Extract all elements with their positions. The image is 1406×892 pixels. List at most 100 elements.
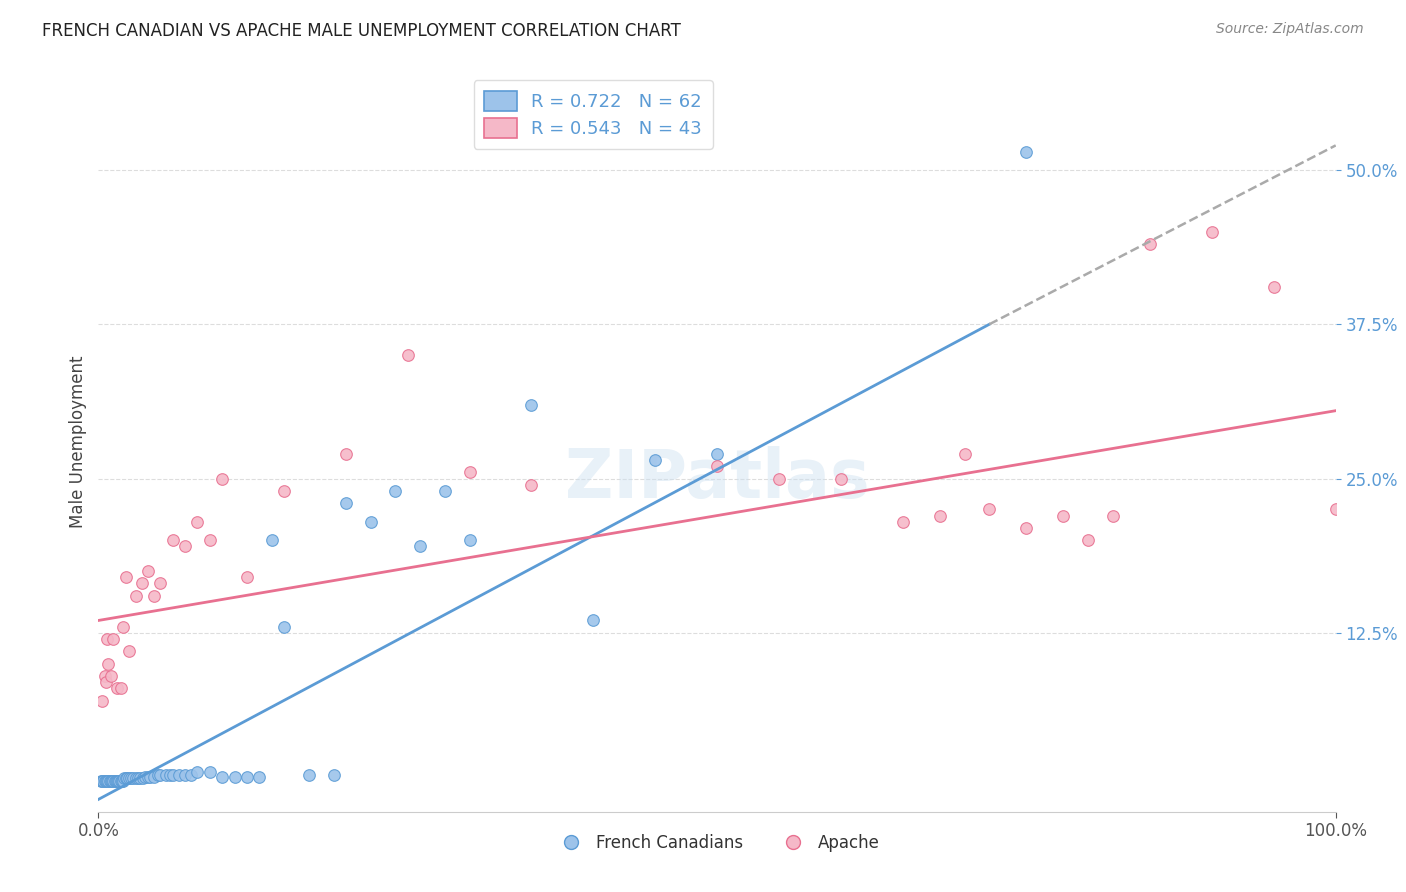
Point — [247, 770, 270, 784]
Point — [105, 773, 128, 788]
Point — [110, 773, 132, 788]
Point — [159, 767, 181, 781]
Point — [107, 773, 129, 788]
Point — [891, 515, 914, 529]
Point — [830, 471, 852, 485]
Text: Source: ZipAtlas.com: Source: ZipAtlas.com — [1216, 22, 1364, 37]
Point — [114, 570, 136, 584]
Point — [260, 533, 283, 548]
Point — [186, 765, 208, 780]
Point — [458, 466, 481, 480]
Point — [335, 447, 357, 461]
Point — [198, 765, 221, 780]
Point — [124, 772, 146, 786]
Point — [96, 773, 118, 788]
Point — [582, 614, 605, 628]
Point — [174, 540, 197, 554]
Point — [953, 447, 976, 461]
Point — [93, 669, 115, 683]
Point — [198, 533, 221, 548]
Point — [1015, 145, 1038, 159]
Point — [273, 619, 295, 633]
Point — [112, 773, 135, 788]
Point — [706, 447, 728, 461]
Point — [396, 348, 419, 362]
Point — [94, 675, 117, 690]
Point — [127, 772, 149, 786]
Point — [104, 773, 127, 788]
Point — [1102, 508, 1125, 523]
Point — [211, 471, 233, 485]
Point — [103, 773, 125, 788]
Point — [97, 657, 120, 671]
Point — [273, 483, 295, 498]
Point — [111, 773, 134, 788]
Point — [211, 770, 233, 784]
Point — [90, 773, 112, 788]
Y-axis label: Male Unemployment: Male Unemployment — [69, 355, 87, 528]
Point — [236, 570, 259, 584]
Point — [1052, 508, 1074, 523]
Point — [112, 619, 135, 633]
Point — [433, 483, 456, 498]
Point — [335, 496, 357, 510]
Point — [91, 773, 114, 788]
Point — [706, 459, 728, 474]
Point — [644, 453, 666, 467]
Point — [94, 773, 117, 788]
Point — [1077, 533, 1099, 548]
Point — [129, 772, 152, 786]
Point — [136, 770, 159, 784]
Point — [143, 589, 166, 603]
Point — [162, 533, 184, 548]
Point — [236, 770, 259, 784]
Point — [928, 508, 950, 523]
Point — [155, 767, 177, 781]
Point — [1139, 237, 1161, 252]
Point — [103, 632, 125, 646]
Point — [124, 589, 146, 603]
Point — [298, 767, 321, 781]
Text: ZIPatlas: ZIPatlas — [565, 446, 869, 511]
Point — [174, 767, 197, 781]
Point — [224, 770, 246, 784]
Point — [186, 515, 208, 529]
Point — [122, 772, 145, 786]
Point — [118, 644, 141, 658]
Point — [100, 773, 122, 788]
Point — [1201, 225, 1223, 239]
Point — [360, 515, 382, 529]
Point — [1324, 502, 1347, 516]
Point — [131, 576, 153, 591]
Point — [112, 772, 135, 786]
Point — [100, 669, 122, 683]
Point — [322, 767, 344, 781]
Point — [768, 471, 790, 485]
Point — [134, 770, 156, 784]
Point — [143, 770, 166, 784]
Point — [520, 477, 543, 491]
Point — [146, 767, 169, 781]
Point — [120, 772, 142, 786]
Point — [93, 773, 115, 788]
Point — [149, 576, 172, 591]
Point — [409, 540, 432, 554]
Point — [167, 767, 190, 781]
Point — [105, 681, 128, 696]
Point — [93, 773, 115, 788]
Point — [1263, 280, 1285, 294]
Point — [520, 398, 543, 412]
Point — [136, 564, 159, 578]
Point — [96, 632, 118, 646]
Point — [97, 773, 120, 788]
Point — [103, 773, 125, 788]
Point — [458, 533, 481, 548]
Point — [149, 767, 172, 781]
Point — [101, 773, 124, 788]
Legend: French Canadians, Apache: French Canadians, Apache — [547, 828, 887, 859]
Point — [139, 770, 162, 784]
Point — [118, 772, 141, 786]
Point — [384, 483, 406, 498]
Point — [132, 772, 155, 786]
Point — [162, 767, 184, 781]
